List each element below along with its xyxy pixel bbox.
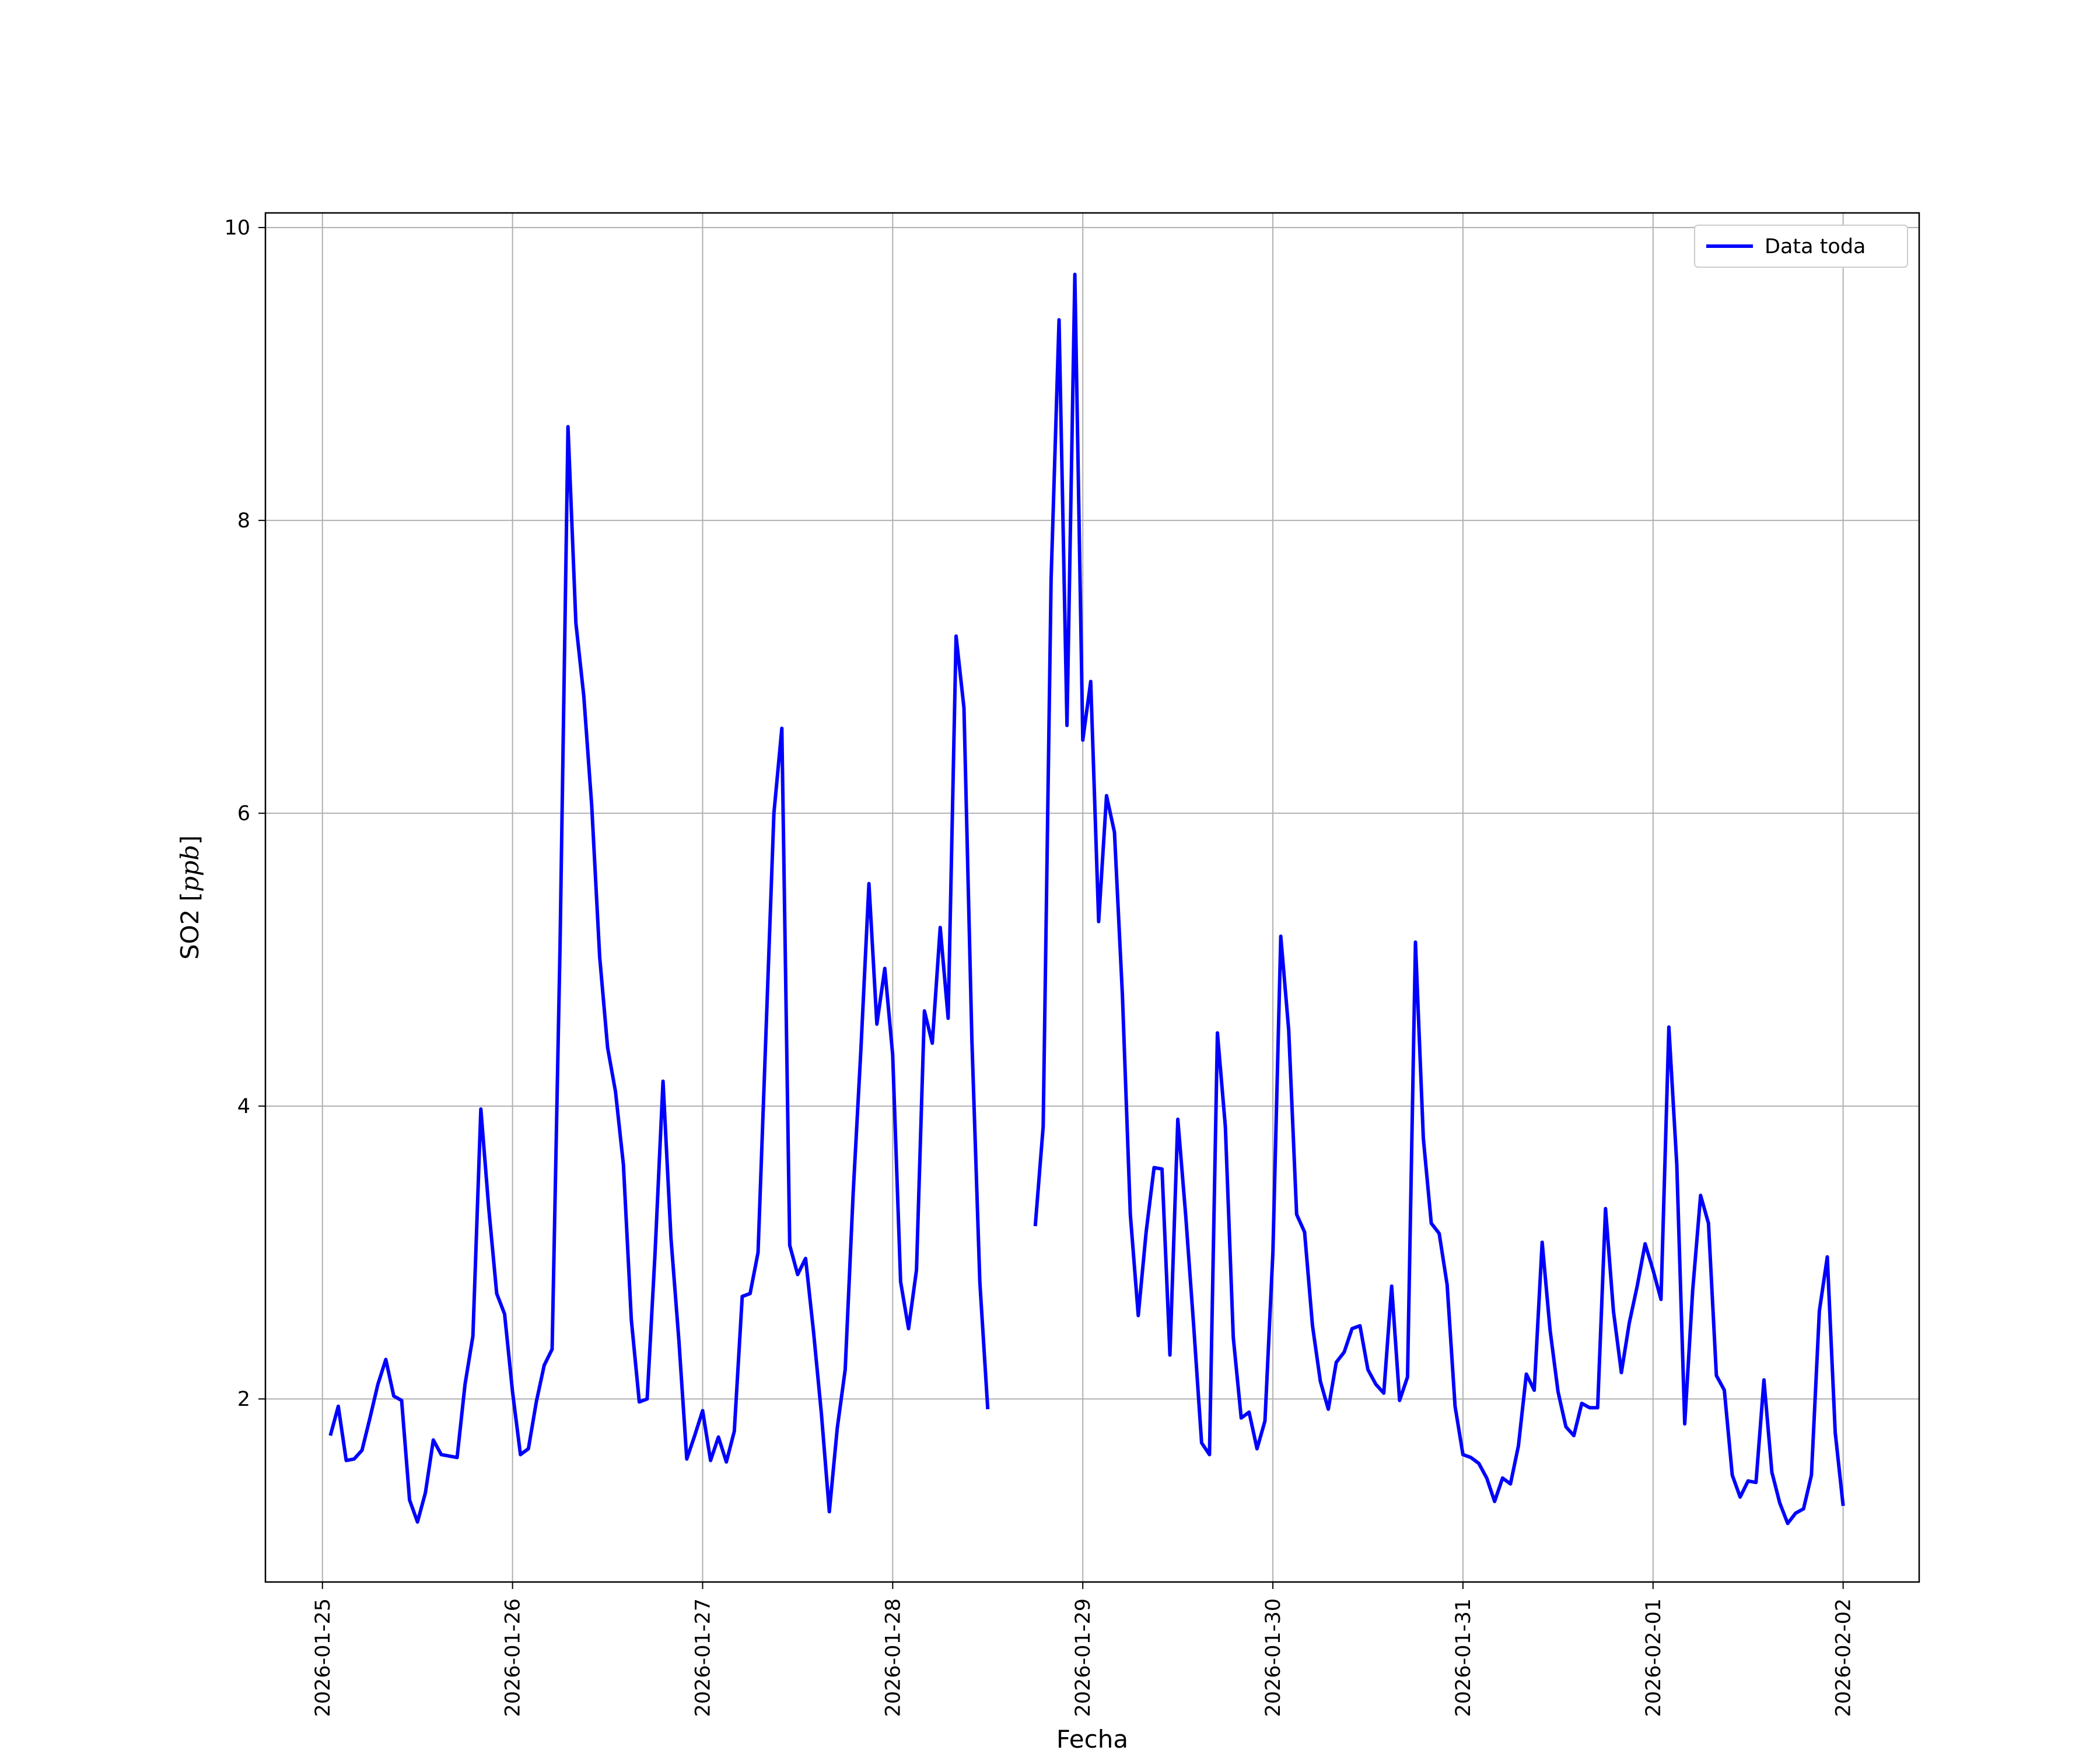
x-tick-label: 2026-01-29 — [1072, 1598, 1095, 1717]
legend-box — [1694, 225, 1908, 268]
legend: Data toda — [1694, 225, 1908, 268]
y-tick-label: 8 — [237, 509, 250, 533]
legend-label-data-toda: Data toda — [1765, 235, 1866, 258]
x-tick-label: 2026-01-28 — [881, 1598, 905, 1717]
series-layer — [328, 272, 1845, 1525]
y-tick-label: 2 — [237, 1388, 250, 1411]
y-axis-label-text: SO2 [ — [176, 892, 204, 960]
x-tick-label: 2026-01-26 — [502, 1598, 525, 1717]
y-axis-label-close: ] — [176, 835, 204, 845]
axis-ticks: 2026-01-25 2026-01-26 2026-01-27 2026-01-28… — [224, 216, 1855, 1717]
y-axis-unit: ppb — [176, 845, 204, 892]
x-tick-label: 2026-02-01 — [1642, 1598, 1665, 1717]
x-tick-label: 2026-01-31 — [1452, 1598, 1475, 1717]
x-tick-label: 2026-01-30 — [1262, 1598, 1285, 1717]
x-axis-label: Fecha — [1056, 1725, 1128, 1750]
series-line-0 — [328, 272, 1845, 1525]
grid-lines — [265, 213, 1919, 1582]
x-tick-label: 2026-01-25 — [312, 1598, 335, 1717]
x-tick-label: 2026-02-02 — [1832, 1598, 1856, 1717]
y-tick-label: 10 — [224, 216, 250, 240]
plot-frame — [264, 212, 1920, 1583]
y-tick-label: 6 — [237, 802, 250, 825]
x-tick-label: 2026-01-27 — [691, 1598, 715, 1717]
y-axis-label: SO2 [ppb] — [176, 835, 204, 960]
y-tick-label: 4 — [237, 1095, 250, 1118]
